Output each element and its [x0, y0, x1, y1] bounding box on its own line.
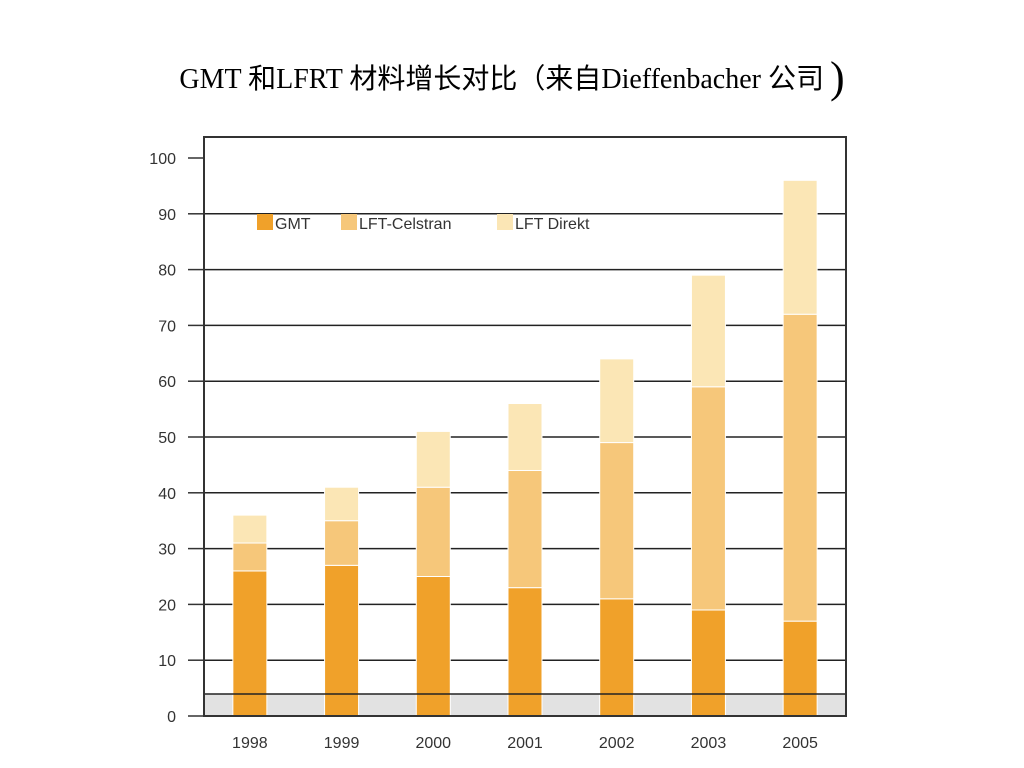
- x-axis: 1998 1999 2000 2001 2002 2003 2005: [232, 735, 818, 752]
- bar-segment-lft-direkt: [324, 486, 360, 522]
- bar-segment-gmt: [690, 609, 726, 717]
- x-tick-label: 2005: [782, 735, 818, 752]
- legend-label: LFT Direkt: [515, 216, 590, 233]
- bar-segment-lft-direkt: [232, 514, 268, 544]
- bar-segment-lft-direkt: [599, 358, 635, 444]
- y-tick-label: 70: [158, 318, 176, 335]
- bar-segment-gmt: [415, 576, 451, 717]
- y-tick-label: 80: [158, 263, 176, 280]
- legend-swatch: [497, 214, 513, 230]
- x-tick-label: 2000: [415, 735, 451, 752]
- y-tick-label: 30: [158, 542, 176, 559]
- bar-segment-gmt: [599, 598, 635, 717]
- bar-segment-lft-direkt: [782, 179, 818, 315]
- y-tick-label: 40: [158, 486, 176, 503]
- legend-label: LFT-Celstran: [359, 216, 451, 233]
- y-tick-label: 90: [158, 207, 176, 224]
- x-tick-label: 1999: [324, 735, 360, 752]
- x-tick-label: 2001: [507, 735, 543, 752]
- bar-segment-gmt: [232, 570, 268, 717]
- y-tick-label: 20: [158, 597, 176, 614]
- x-tick-label: 2003: [691, 735, 727, 752]
- legend-label: GMT: [275, 216, 311, 233]
- bar-segment-lft-celstran: [690, 386, 726, 611]
- y-tick-label: 50: [158, 430, 176, 447]
- y-tick-label: 0: [167, 709, 176, 726]
- legend-swatch: [257, 214, 273, 230]
- x-tick-label: 1998: [232, 735, 268, 752]
- y-tick-label: 100: [149, 151, 176, 168]
- legend: GMT LFT-Celstran LFT Direkt: [257, 214, 590, 233]
- bar-segment-lft-celstran: [415, 486, 451, 577]
- bar-segment-gmt: [324, 564, 360, 717]
- bar-segment-lft-celstran: [507, 469, 543, 589]
- bar-segment-lft-celstran: [232, 542, 268, 572]
- bar-segment-lft-celstran: [599, 442, 635, 600]
- bar-segment-gmt: [782, 620, 818, 717]
- bar-segment-lft-direkt: [507, 403, 543, 471]
- y-axis: 0 10 20 30 40 50 60 70 80 90 100: [149, 151, 204, 726]
- plot-frame: [203, 136, 847, 717]
- bar-segment-lft-direkt: [415, 430, 451, 488]
- y-tick-label: 10: [158, 653, 176, 670]
- bar-segment-lft-celstran: [324, 520, 360, 566]
- y-tick-label: 60: [158, 374, 176, 391]
- bar-segment-gmt: [507, 587, 543, 717]
- x-tick-label: 2002: [599, 735, 635, 752]
- bar-segment-lft-direkt: [690, 274, 726, 388]
- slide-title-text: GMT 和LFRT 材料增长对比（来自Dieffenbacher 公司: [179, 64, 824, 95]
- legend-swatch: [341, 214, 357, 230]
- slide-title: GMT 和LFRT 材料增长对比（来自Dieffenbacher 公司): [0, 52, 1024, 103]
- slide-title-close-paren: ): [829, 53, 845, 102]
- bar-segment-lft-celstran: [782, 313, 818, 622]
